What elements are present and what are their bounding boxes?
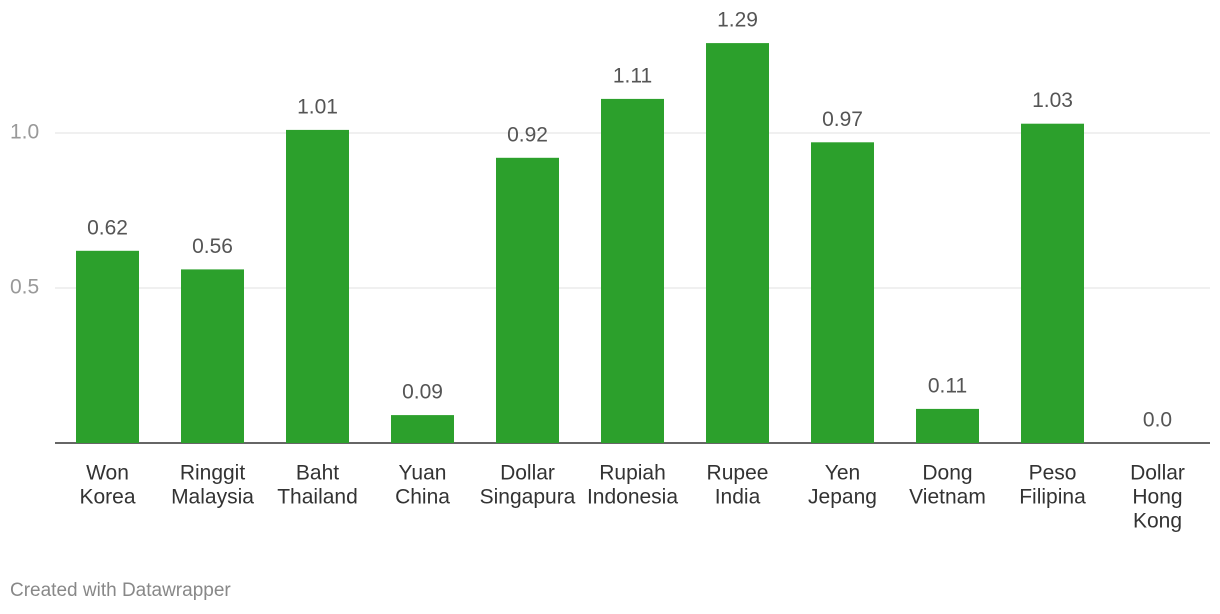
- x-tick-label: Yen: [825, 462, 860, 485]
- value-label: 0.56: [192, 235, 233, 258]
- x-tick-label: Thailand: [277, 486, 358, 509]
- y-tick-label: 0.5: [10, 276, 39, 299]
- x-tick-label: Baht: [296, 462, 339, 485]
- x-tick-label: Malaysia: [171, 486, 254, 509]
- value-label: 1.29: [717, 9, 758, 32]
- value-label: 0.97: [822, 108, 863, 131]
- value-label: 0.62: [87, 216, 128, 239]
- bar: [496, 157, 559, 444]
- bar: [601, 98, 664, 444]
- x-tick-label: Dollar: [500, 462, 555, 485]
- x-tick-label: Filipina: [1019, 486, 1086, 509]
- x-tick-label: Jepang: [808, 486, 877, 509]
- bar: [1021, 123, 1084, 443]
- x-tick-label: India: [715, 486, 761, 509]
- value-label: 0.11: [928, 374, 967, 397]
- x-tick-label: Yuan: [399, 462, 447, 485]
- bar: [811, 142, 874, 444]
- bar: [706, 43, 769, 443]
- x-tick-label: Korea: [79, 486, 135, 509]
- x-tick-label: Rupee: [707, 462, 769, 485]
- x-tick-label: Dong: [922, 462, 972, 485]
- value-label: 1.03: [1032, 89, 1073, 112]
- bar: [916, 408, 979, 443]
- bar: [181, 269, 244, 443]
- x-tick-label: Indonesia: [587, 486, 678, 509]
- x-tick-label: Kong: [1133, 510, 1182, 533]
- footer: Created with Datawrapper: [10, 580, 231, 601]
- value-label: 0.92: [507, 123, 548, 146]
- value-label: 0.09: [402, 381, 443, 404]
- x-tick-label: Won: [86, 462, 129, 485]
- x-tick-label: Rupiah: [599, 462, 666, 485]
- x-tick-label: China: [395, 486, 450, 509]
- x-tick-label: Peso: [1029, 462, 1077, 485]
- value-label: 1.01: [297, 95, 338, 118]
- x-tick-label: Ringgit: [180, 462, 246, 485]
- bar: [286, 129, 349, 443]
- bar: [391, 415, 454, 443]
- x-tick-label: Vietnam: [909, 486, 986, 509]
- x-tick-label: Hong: [1132, 486, 1182, 509]
- value-label: 0.0: [1143, 409, 1172, 432]
- y-tick-label: 1.0: [10, 121, 39, 144]
- x-tick-label: Singapura: [480, 486, 576, 509]
- bar: [76, 250, 139, 443]
- value-label: 1.11: [613, 64, 652, 87]
- x-tick-label: Dollar: [1130, 462, 1185, 485]
